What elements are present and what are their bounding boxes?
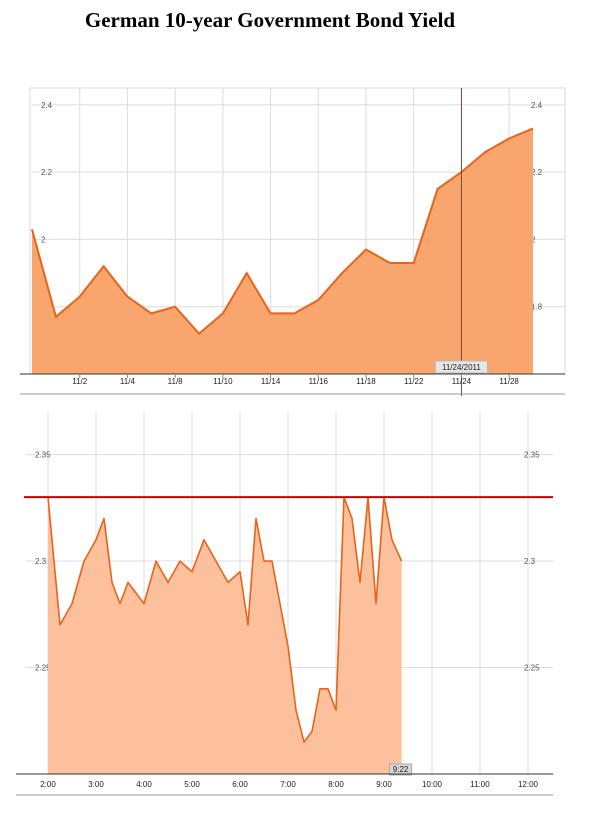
y-tick-label-right: 2.25 xyxy=(524,664,540,673)
x-tick-label: 5:00 xyxy=(184,780,200,789)
top-chart: 1.81.8222.22.22.42.411/24/201111/211/411… xyxy=(20,87,566,396)
x-tick-label: 11:00 xyxy=(470,780,490,789)
y-tick-label-left: 2.25 xyxy=(35,664,51,673)
hover-label: 9:22 xyxy=(393,765,409,774)
x-tick-label: 11/28 xyxy=(499,377,519,386)
x-tick-label: 11/4 xyxy=(120,377,136,386)
x-tick-label: 6:00 xyxy=(232,780,248,789)
x-tick-label: 10:00 xyxy=(422,780,443,789)
series-line xyxy=(31,127,534,335)
x-tick-label: 11/22 xyxy=(404,377,424,386)
x-tick-label: 11/24 xyxy=(452,377,472,386)
x-tick-label: 11/8 xyxy=(168,377,184,386)
y-tick-label-right: 1.8 xyxy=(531,303,543,312)
x-tick-label: 8:00 xyxy=(328,780,344,789)
y-tick-label-right: 2.2 xyxy=(531,168,543,177)
x-tick-label: 11/10 xyxy=(213,377,233,386)
x-tick-label: 9:00 xyxy=(376,780,392,789)
y-tick-label-right: 2.3 xyxy=(524,557,536,566)
y-tick-label-left: 2 xyxy=(41,235,46,244)
x-tick-label: 11/14 xyxy=(261,377,281,386)
hover-label-box xyxy=(389,763,413,776)
x-tick-label: 7:00 xyxy=(280,780,296,789)
y-tick-label-right: 2.4 xyxy=(531,101,543,110)
y-tick-label-left: 2.2 xyxy=(41,168,53,177)
y-tick-label-left: 2.35 xyxy=(35,451,51,460)
area-fill xyxy=(48,497,402,774)
x-tick-label: 2:00 xyxy=(40,780,56,789)
y-tick-label-left: 2.4 xyxy=(41,101,53,110)
x-tick-label: 3:00 xyxy=(88,780,104,789)
y-tick-label-right: 2.35 xyxy=(524,451,540,460)
x-tick-label: 11/16 xyxy=(309,377,329,386)
series-line xyxy=(47,496,403,743)
y-tick-label-left: 2.3 xyxy=(35,557,47,566)
chart-title: German 10-year Government Bond Yield xyxy=(84,8,456,32)
x-tick-label: 4:00 xyxy=(136,780,152,789)
x-tick-label: 12:00 xyxy=(518,780,539,789)
y-tick-label-right: 2 xyxy=(531,235,536,244)
x-tick-label: 11/18 xyxy=(356,377,376,386)
hover-label: 11/24/2011 xyxy=(442,363,481,372)
hover-label-box xyxy=(434,360,488,374)
x-tick-label: 11/2 xyxy=(72,377,88,386)
